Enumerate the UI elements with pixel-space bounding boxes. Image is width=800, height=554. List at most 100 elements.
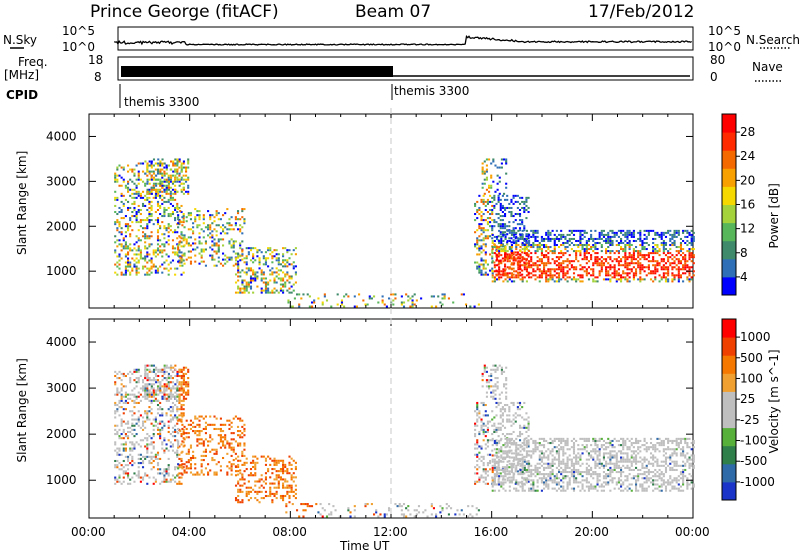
heatmap-cell bbox=[185, 397, 188, 400]
heatmap-cell bbox=[161, 162, 164, 165]
heatmap-cell bbox=[150, 213, 153, 216]
heatmap-cell bbox=[579, 264, 582, 267]
heatmap-cell bbox=[583, 258, 586, 261]
heatmap-cell bbox=[617, 262, 620, 265]
heatmap-cell bbox=[510, 272, 514, 275]
heatmap-cell bbox=[486, 464, 489, 467]
heatmap-cell bbox=[129, 217, 132, 220]
heatmap-cell bbox=[615, 278, 618, 281]
heatmap-cell bbox=[499, 401, 502, 404]
heatmap-cell bbox=[506, 225, 509, 228]
heatmap-cell bbox=[508, 254, 511, 257]
heatmap-cell bbox=[282, 253, 285, 256]
heatmap-cell bbox=[148, 267, 151, 270]
heatmap-cell bbox=[549, 272, 552, 275]
heatmap-cell bbox=[152, 418, 155, 421]
heatmap-cell bbox=[671, 244, 674, 247]
heatmap-cell bbox=[116, 464, 119, 467]
heatmap-cell bbox=[321, 515, 324, 518]
heatmap-cell bbox=[292, 459, 295, 462]
heatmap-cell bbox=[135, 381, 138, 384]
heatmap-cell bbox=[171, 430, 175, 434]
heatmap-cell bbox=[228, 228, 231, 231]
heatmap-cell bbox=[122, 472, 125, 475]
heatmap-cell bbox=[282, 461, 285, 464]
heatmap-cell bbox=[159, 385, 162, 388]
heatmap-cell bbox=[641, 248, 644, 251]
heatmap-cell bbox=[120, 257, 123, 260]
heatmap-cell bbox=[141, 227, 145, 230]
heatmap-cell bbox=[243, 257, 246, 260]
heatmap-cell bbox=[566, 258, 569, 261]
heatmap-cell bbox=[150, 422, 153, 425]
heatmap-cell bbox=[512, 414, 515, 417]
heatmap-cell bbox=[508, 266, 511, 269]
heatmap-cell bbox=[167, 424, 170, 427]
heatmap-cell bbox=[120, 433, 123, 436]
heatmap-cell bbox=[180, 420, 183, 423]
heatmap-cell bbox=[490, 186, 493, 189]
heatmap-cell bbox=[183, 238, 186, 241]
heatmap-cell bbox=[504, 256, 507, 259]
heatmap-cell bbox=[146, 178, 149, 181]
heatmap-cell bbox=[474, 443, 477, 446]
heatmap-cell bbox=[213, 244, 216, 247]
heatmap-cell bbox=[155, 374, 158, 378]
heatmap-cell bbox=[150, 401, 153, 404]
heatmap-cell bbox=[454, 513, 457, 516]
heatmap-cell bbox=[189, 250, 193, 253]
heatmap-cell bbox=[131, 428, 134, 431]
heatmap-cell bbox=[628, 272, 631, 275]
heatmap-cell bbox=[169, 410, 172, 413]
heatmap-cell bbox=[639, 239, 642, 242]
heatmap-cell bbox=[506, 450, 509, 453]
heatmap-cell bbox=[165, 470, 168, 473]
heatmap-cell bbox=[204, 264, 207, 267]
heatmap-cell bbox=[605, 239, 608, 242]
heatmap-cell bbox=[496, 366, 499, 369]
heatmap-cell bbox=[120, 200, 123, 203]
heatmap-cell bbox=[196, 430, 199, 433]
heatmap-cell bbox=[686, 235, 689, 238]
heatmap-cell bbox=[156, 219, 160, 222]
heatmap-cell bbox=[254, 279, 257, 282]
heatmap-cell bbox=[198, 224, 201, 227]
heatmap-cell bbox=[647, 268, 650, 271]
heatmap-cell bbox=[521, 233, 524, 236]
heatmap-cell bbox=[572, 233, 576, 236]
heatmap-cell bbox=[171, 198, 175, 201]
heatmap-cell bbox=[286, 472, 289, 475]
heatmap-cell bbox=[155, 192, 158, 195]
heatmap-cell bbox=[178, 401, 181, 404]
heatmap-cell bbox=[497, 422, 500, 425]
heatmap-cell bbox=[245, 492, 248, 495]
heatmap-cell bbox=[441, 293, 444, 296]
heatmap-cell bbox=[411, 303, 414, 306]
heatmap-cell bbox=[581, 268, 584, 271]
heatmap-cell bbox=[154, 219, 157, 222]
heatmap-cell bbox=[209, 469, 212, 472]
heatmap-cell bbox=[486, 263, 489, 266]
heatmap-cell bbox=[613, 274, 616, 277]
heatmap-cell bbox=[256, 251, 259, 254]
heatmap-cell bbox=[152, 428, 155, 431]
heatmap-cell bbox=[258, 257, 261, 260]
heatmap-cell bbox=[236, 228, 240, 231]
heatmap-cell bbox=[613, 235, 616, 238]
heatmap-cell bbox=[146, 208, 149, 211]
heatmap-cell bbox=[150, 186, 153, 189]
heatmap-cell bbox=[491, 418, 494, 421]
heatmap-cell bbox=[598, 262, 601, 265]
heatmap-cell bbox=[196, 417, 199, 420]
heatmap-cell bbox=[490, 374, 493, 378]
heatmap-cell bbox=[624, 272, 627, 275]
heatmap-cell bbox=[523, 227, 526, 230]
heatmap-cell bbox=[575, 278, 578, 281]
heatmap-cell bbox=[217, 212, 220, 215]
heatmap-cell bbox=[682, 266, 685, 269]
heatmap-cell bbox=[174, 476, 177, 479]
heatmap-cell bbox=[628, 229, 631, 232]
heatmap-cell bbox=[630, 270, 633, 273]
heatmap-cell bbox=[641, 278, 644, 281]
heatmap-cell bbox=[517, 266, 520, 269]
